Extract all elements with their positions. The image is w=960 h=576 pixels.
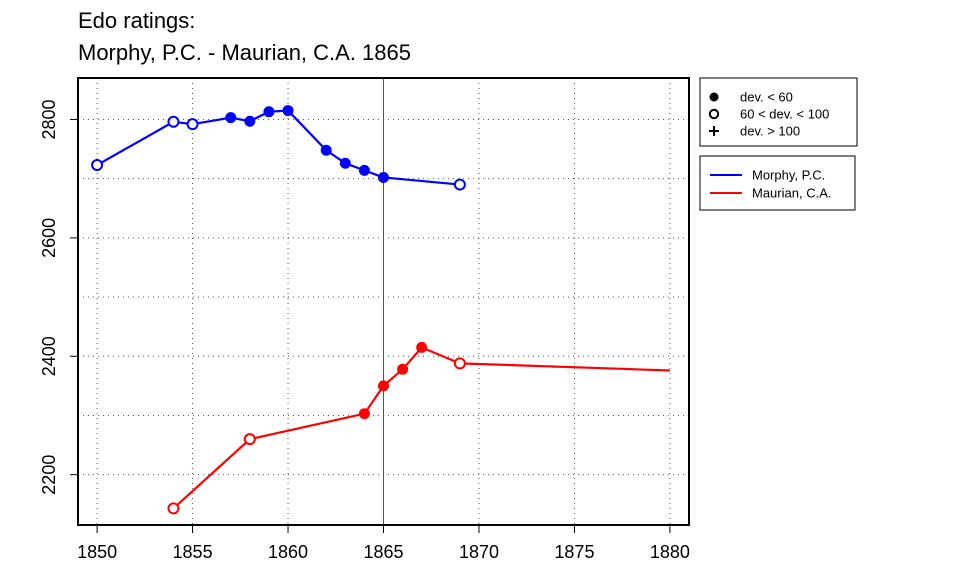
series-group: [91, 105, 670, 515]
data-point: [167, 115, 180, 128]
data-point: [339, 157, 351, 169]
data-point: [378, 380, 389, 392]
x-axis: 1850 1855 1860 1865 1870 1875 1880: [77, 524, 690, 562]
marker-legend-label: dev. < 60: [740, 90, 793, 105]
x-tick-label: 1855: [173, 542, 213, 562]
marker-legend-label: dev. > 100: [740, 124, 800, 139]
series-line-1: [172, 346, 670, 510]
y-axis: 2200 2400 2600 2800: [39, 99, 78, 495]
data-point: [453, 357, 466, 370]
x-tick-label: 1875: [554, 542, 594, 562]
y-tick-label: 2400: [39, 336, 59, 376]
series-legend-box: [699, 155, 856, 211]
x-tick-label: 1860: [268, 542, 308, 562]
x-tick-label: 1880: [650, 542, 690, 562]
data-point: [282, 105, 294, 117]
series-legend-label: Maurian, C.A.: [752, 186, 831, 201]
marker-legend: dev. < 60 60 < dev. < 100 dev. > 100: [699, 77, 858, 147]
legend-symbol-open: [708, 108, 720, 120]
series-legend: Morphy, P.C. Maurian, C.A.: [699, 155, 856, 211]
data-point: [358, 408, 370, 420]
y-tick-label: 2600: [39, 218, 59, 258]
data-point: [416, 341, 428, 353]
data-point: [397, 363, 409, 375]
chart-subtitle: Morphy, P.C. - Maurian, C.A. 1865: [78, 40, 411, 65]
series-line-0: [96, 109, 460, 186]
data-point: [91, 159, 104, 172]
series-legend-label: Morphy, P.C.: [752, 168, 825, 183]
data-point: [320, 144, 332, 156]
chart-title: Edo ratings:: [78, 8, 195, 33]
data-point: [358, 164, 370, 176]
data-point: [244, 115, 256, 127]
data-point: [225, 112, 237, 124]
data-point: [167, 502, 180, 515]
x-tick-label: 1865: [363, 542, 403, 562]
data-point: [186, 118, 199, 131]
legend-symbol-plus: [709, 126, 719, 136]
data-point: [453, 178, 466, 191]
data-point: [263, 106, 275, 118]
marker-legend-label: 60 < dev. < 100: [740, 107, 829, 122]
y-tick-label: 2200: [39, 455, 59, 495]
x-tick-label: 1850: [77, 542, 117, 562]
marker-legend-box: [699, 77, 858, 147]
y-tick-label: 2800: [39, 99, 59, 139]
data-point: [378, 171, 389, 183]
data-point: [243, 433, 256, 446]
legend-symbol-filled: [709, 92, 719, 102]
x-tick-label: 1870: [459, 542, 499, 562]
